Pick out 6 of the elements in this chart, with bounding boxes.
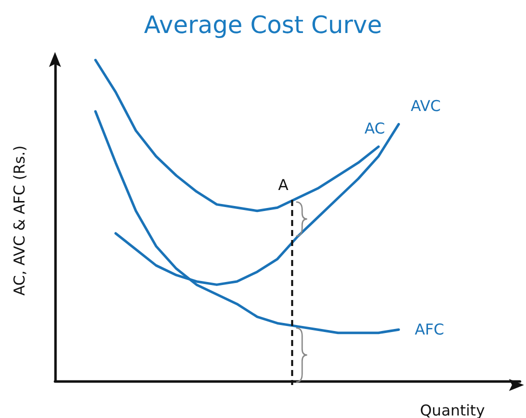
series-label: AC (364, 120, 385, 138)
series-label: AVC (410, 97, 441, 116)
y-axis-title: AC, AVC & AFC (Rs.) (10, 145, 28, 296)
annotation: A (278, 176, 288, 194)
series-label: AFC (414, 320, 444, 339)
chart-title: Average Cost Curve (144, 11, 382, 39)
